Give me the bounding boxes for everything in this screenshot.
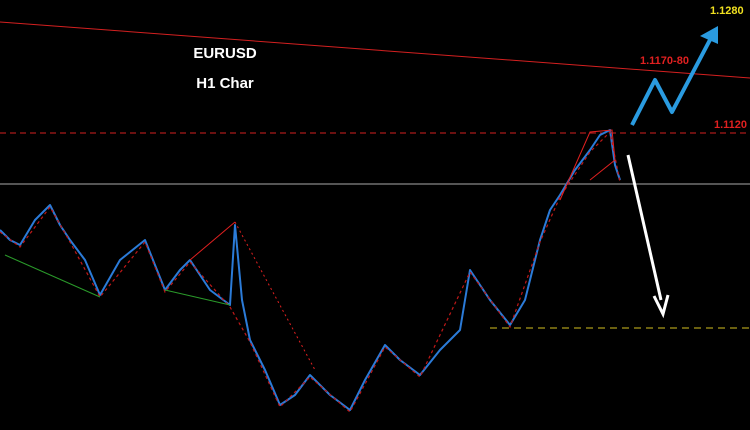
pattern-line [189,221,236,261]
down-arrow [626,154,663,301]
trend-line [0,21,750,79]
pattern-line [559,129,616,201]
up-arrow [630,35,714,126]
timeframe-label: H1 Char [196,75,254,92]
symbol-label: EURUSD [193,45,257,62]
price-path [0,129,621,411]
target-label: 1.1280 [710,5,744,17]
price-path-shadow [0,130,621,413]
pattern-line [4,254,101,298]
pattern-line [164,289,231,306]
up-arrow-head [700,26,718,44]
level-label: 1.1120 [714,119,747,131]
down-arrow-head [652,294,670,319]
zone-label: 1.1170-80 [640,55,689,67]
pattern-line [234,221,316,371]
